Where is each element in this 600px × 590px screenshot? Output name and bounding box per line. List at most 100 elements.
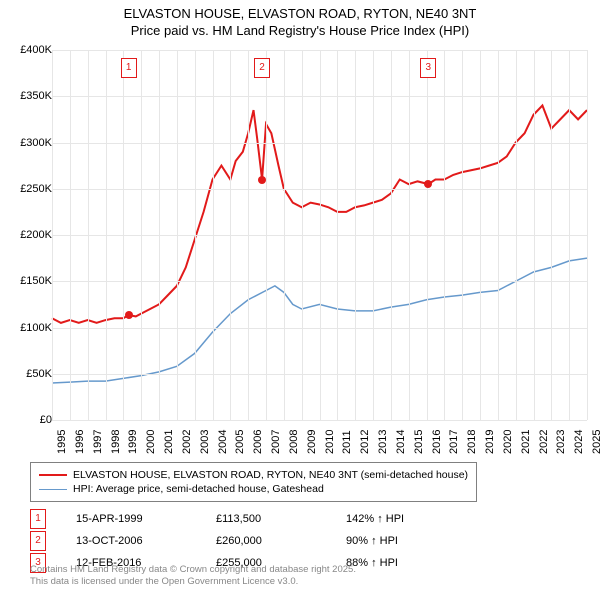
legend-item: ELVASTON HOUSE, ELVASTON ROAD, RYTON, NE…	[39, 469, 468, 481]
x-axis-label: 2024	[573, 430, 585, 454]
marker-dot-2	[258, 176, 266, 184]
gridline-v	[516, 50, 517, 420]
gridline-v	[427, 50, 428, 420]
gridline-v	[355, 50, 356, 420]
x-axis-label: 2021	[520, 430, 532, 454]
legend-label: ELVASTON HOUSE, ELVASTON ROAD, RYTON, NE…	[73, 469, 468, 481]
gridline-v	[534, 50, 535, 420]
x-axis-label: 1998	[110, 430, 122, 454]
x-axis-label: 2006	[252, 430, 264, 454]
x-axis-label: 2007	[270, 430, 282, 454]
marker-box-1: 1	[121, 58, 137, 78]
gridline-v	[106, 50, 107, 420]
gridline-v	[569, 50, 570, 420]
x-axis-label: 2019	[484, 430, 496, 454]
gridline-v	[302, 50, 303, 420]
gridline-v	[444, 50, 445, 420]
table-date: 15-APR-1999	[76, 513, 216, 525]
x-axis-label: 2020	[502, 430, 514, 454]
table-marker: 2	[30, 531, 46, 551]
y-axis-label: £350K	[4, 90, 52, 102]
x-axis-label: 2009	[306, 430, 318, 454]
gridline-v	[88, 50, 89, 420]
table-price: £113,500	[216, 513, 346, 525]
x-axis-label: 2015	[413, 430, 425, 454]
marker-box-3: 3	[420, 58, 436, 78]
gridline-v	[320, 50, 321, 420]
gridline-v	[462, 50, 463, 420]
legend-swatch	[39, 474, 67, 476]
marker-box-2: 2	[254, 58, 270, 78]
x-axis-label: 2000	[145, 430, 157, 454]
gridline-v	[141, 50, 142, 420]
gridline-v	[480, 50, 481, 420]
x-axis-label: 2018	[466, 430, 478, 454]
table-pct: 90% ↑ HPI	[346, 535, 466, 547]
table-row: 115-APR-1999£113,500142% ↑ HPI	[30, 508, 466, 530]
x-axis-label: 2017	[448, 430, 460, 454]
x-axis-label: 2010	[324, 430, 336, 454]
x-axis-label: 1999	[127, 430, 139, 454]
gridline-v	[266, 50, 267, 420]
gridline-v	[551, 50, 552, 420]
gridline-v	[213, 50, 214, 420]
gridline-v	[248, 50, 249, 420]
y-axis-label: £150K	[4, 275, 52, 287]
x-axis-label: 2023	[555, 430, 567, 454]
y-axis-label: £50K	[4, 368, 52, 380]
x-axis-label: 2014	[395, 430, 407, 454]
y-axis-label: £400K	[4, 44, 52, 56]
x-axis-label: 2025	[591, 430, 600, 454]
gridline-v	[337, 50, 338, 420]
x-axis-label: 2002	[181, 430, 193, 454]
gridline-h	[52, 420, 587, 421]
table-pct: 88% ↑ HPI	[346, 557, 466, 569]
y-axis-label: £0	[4, 414, 52, 426]
title-line-2: Price paid vs. HM Land Registry's House …	[131, 23, 469, 38]
footer-note: Contains HM Land Registry data © Crown c…	[30, 564, 356, 588]
table-marker: 1	[30, 509, 46, 529]
x-axis-label: 2012	[359, 430, 371, 454]
gridline-v	[123, 50, 124, 420]
gridline-v	[52, 50, 53, 420]
table-price: £260,000	[216, 535, 346, 547]
legend-item: HPI: Average price, semi-detached house,…	[39, 483, 468, 495]
x-axis-label: 2011	[341, 430, 353, 454]
footer-line-2: This data is licensed under the Open Gov…	[30, 576, 298, 587]
x-axis-label: 2003	[199, 430, 211, 454]
gridline-v	[498, 50, 499, 420]
footer-line-1: Contains HM Land Registry data © Crown c…	[30, 564, 356, 575]
title-line-1: ELVASTON HOUSE, ELVASTON ROAD, RYTON, NE…	[124, 6, 477, 21]
x-axis-label: 2001	[163, 430, 175, 454]
table-row: 2 13-OCT-2006£260,00090% ↑ HPI	[30, 530, 466, 552]
x-axis-label: 2016	[431, 430, 443, 454]
gridline-v	[409, 50, 410, 420]
table-date: 13-OCT-2006	[76, 535, 216, 547]
gridline-v	[391, 50, 392, 420]
x-axis-label: 2005	[234, 430, 246, 454]
x-axis-label: 2008	[288, 430, 300, 454]
x-axis-label: 2013	[377, 430, 389, 454]
x-axis-label: 2004	[217, 430, 229, 454]
marker-dot-3	[424, 180, 432, 188]
chart-title: ELVASTON HOUSE, ELVASTON ROAD, RYTON, NE…	[0, 0, 600, 40]
gridline-v	[587, 50, 588, 420]
gridline-v	[159, 50, 160, 420]
y-axis-label: £300K	[4, 137, 52, 149]
y-axis-label: £200K	[4, 229, 52, 241]
gridline-v	[177, 50, 178, 420]
x-axis-label: 2022	[538, 430, 550, 454]
legend-swatch	[39, 489, 67, 490]
legend-label: HPI: Average price, semi-detached house,…	[73, 483, 324, 495]
x-axis-label: 1997	[92, 430, 104, 454]
plot-area	[52, 50, 587, 420]
legend-box: ELVASTON HOUSE, ELVASTON ROAD, RYTON, NE…	[30, 462, 477, 502]
gridline-v	[373, 50, 374, 420]
x-axis-label: 1996	[74, 430, 86, 454]
gridline-v	[284, 50, 285, 420]
chart-container: ELVASTON HOUSE, ELVASTON ROAD, RYTON, NE…	[0, 0, 600, 590]
gridline-v	[230, 50, 231, 420]
gridline-v	[195, 50, 196, 420]
marker-dot-1	[125, 311, 133, 319]
gridline-v	[70, 50, 71, 420]
